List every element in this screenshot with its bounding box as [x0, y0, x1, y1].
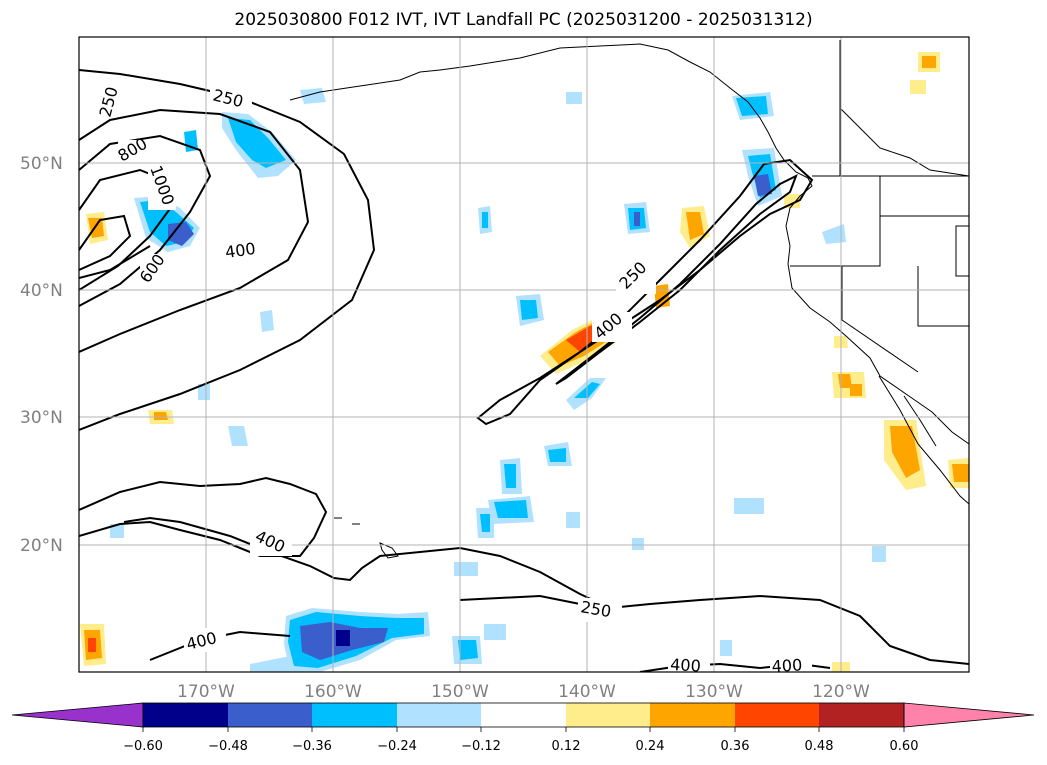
graticule	[79, 37, 969, 672]
map-title: 2025030800 F012 IVT, IVT Landfall PC (20…	[234, 10, 813, 30]
map-frame	[78, 36, 970, 673]
lon-tick-label: 140°W	[558, 682, 616, 702]
colorbar-segment	[650, 703, 735, 727]
colorbar-segment	[312, 703, 397, 727]
contour-label: 400	[771, 655, 802, 676]
colorbar-segment	[819, 703, 904, 727]
lat-tick-label: 30°N	[20, 408, 63, 428]
colorbar-segment	[566, 703, 650, 727]
map-area: 250 800 1000 600 400 250 250 400 400 250…	[79, 37, 969, 676]
lon-tick-label: 130°W	[685, 682, 743, 702]
ivt-contours	[79, 69, 969, 672]
lat-tick-label: 20°N	[20, 536, 63, 556]
lon-tick-label: 170°W	[177, 682, 235, 702]
lon-tick-label: 160°W	[304, 682, 362, 702]
lon-tick-labels: 170°W 160°W 150°W 140°W 130°W 120°W	[177, 682, 870, 702]
contour-label: 400	[224, 239, 257, 262]
colorbar: −0.60 −0.48 −0.36 −0.24 −0.12 0.12 0.24 …	[11, 702, 1035, 754]
colorbar-segment	[143, 703, 228, 727]
colorbar-extend-high	[903, 702, 1035, 728]
colorbar-label: −0.36	[292, 739, 332, 754]
contour-label: 400	[670, 655, 701, 676]
colorbar-label: −0.48	[208, 739, 248, 754]
pc-shading	[80, 52, 969, 672]
colorbar-extend-low	[11, 702, 144, 728]
colorbar-label: 0.24	[636, 739, 665, 754]
colorbar-segment	[397, 703, 481, 727]
colorbar-segment	[228, 703, 312, 727]
lon-tick-label: 120°W	[812, 682, 870, 702]
colorbar-label: 0.48	[805, 739, 834, 754]
contour-label: 250	[96, 85, 122, 119]
colorbar-label: 0.36	[721, 739, 750, 754]
lat-tick-label: 50°N	[20, 154, 63, 174]
colorbar-label: −0.12	[461, 739, 501, 754]
contour-labels: 250 800 1000 600 400 250 250 400 400 250…	[92, 85, 812, 676]
colorbar-label: −0.60	[123, 739, 163, 754]
lat-tick-label: 40°N	[20, 281, 63, 301]
colorbar-segment	[481, 703, 566, 727]
coastlines	[289, 40, 969, 559]
colorbar-label: 0.12	[552, 739, 581, 754]
lon-tick-label: 150°W	[431, 682, 489, 702]
colorbar-label: 0.60	[890, 739, 919, 754]
colorbar-segment	[735, 703, 819, 727]
lat-tick-labels: 50°N 40°N 30°N 20°N	[20, 154, 63, 556]
colorbar-label: −0.24	[377, 739, 417, 754]
